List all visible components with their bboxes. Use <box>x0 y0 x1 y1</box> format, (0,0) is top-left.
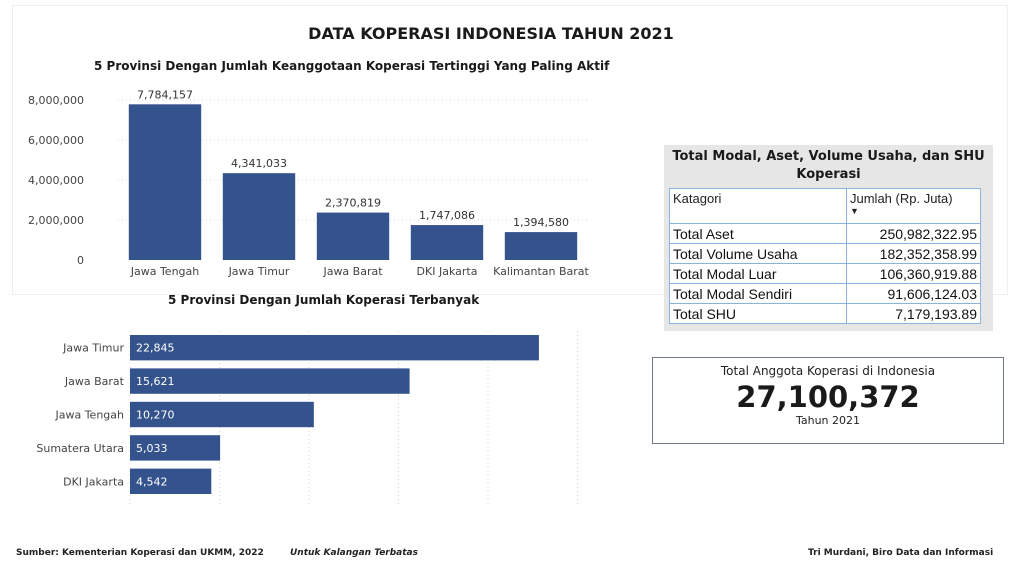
row-value: 106,360,919.88 <box>846 263 981 284</box>
cooperatives-chart-title: 5 Provinsi Dengan Jumlah Koperasi Terban… <box>168 293 480 307</box>
table-header-row: Katagori Jumlah (Rp. Juta) ▼ <box>669 188 981 224</box>
row-label: Total Modal Luar <box>669 263 847 284</box>
cooperatives-bar-chart: 22,845 Jawa Timur 15,621 Jawa Barat 10,270 Ja… <box>36 331 578 506</box>
column-header-category[interactable]: Katagori <box>669 188 847 224</box>
bar <box>504 232 578 260</box>
data-label: 22,845 <box>136 342 175 355</box>
table-row: Total Modal Sendiri 91,606,124.03 <box>669 283 981 304</box>
summary-table-title: Total Modal, Aset, Volume Usaha, dan SHU… <box>672 149 985 182</box>
kpi-value: 27,100,372 <box>736 380 920 414</box>
x-tick-label: Jawa Timur <box>228 265 290 278</box>
membership-bar-chart: 0 2,000,000 4,000,000 6,000,000 8,000,000 7,7… <box>28 88 590 278</box>
kpi-subtitle: Tahun 2021 <box>795 414 861 427</box>
data-label: 10,270 <box>136 409 175 422</box>
y-tick-label: 8,000,000 <box>28 94 84 107</box>
column-header-amount[interactable]: Jumlah (Rp. Juta) ▼ <box>846 188 981 224</box>
y-tick-label: Jawa Tengah <box>54 409 124 422</box>
data-label: 1,747,086 <box>419 209 475 222</box>
x-tick-label: Jawa Tengah <box>130 265 200 278</box>
bar <box>130 435 221 461</box>
row-label: Total Volume Usaha <box>669 243 847 264</box>
bar <box>130 335 539 361</box>
x-tick-label: Jawa Barat <box>322 265 383 278</box>
row-value: 91,606,124.03 <box>846 283 981 304</box>
data-label: 5,033 <box>136 442 168 455</box>
summary-table-card: Total Modal, Aset, Volume Usaha, dan SHU… <box>664 145 993 331</box>
table-row: Total Volume Usaha 182,352,358.99 <box>669 243 981 264</box>
kpi-label: Total Anggota Koperasi di Indonesia <box>720 364 936 378</box>
y-tick-label: 0 <box>77 254 84 267</box>
y-tick-label: 4,000,000 <box>28 174 84 187</box>
footer-source: Sumber: Kementerian Koperasi dan UKMM, 2… <box>16 548 264 558</box>
x-tick-label: DKI Jakarta <box>417 265 478 278</box>
row-label: Total SHU <box>669 303 847 324</box>
y-tick-label: 6,000,000 <box>28 134 84 147</box>
data-label: 4,542 <box>136 475 168 488</box>
x-tick-label: Kalimantan Barat <box>493 265 589 278</box>
y-tick-label: Sumatera Utara <box>36 442 124 455</box>
data-label: 15,621 <box>136 375 175 388</box>
table-row: Total Modal Luar 106,360,919.88 <box>669 263 981 284</box>
membership-chart-title: 5 Provinsi Dengan Jumlah Keanggotaan Kop… <box>94 59 610 73</box>
y-tick-label: Jawa Barat <box>64 375 125 388</box>
page-title: DATA KOPERASI INDONESIA TAHUN 2021 <box>308 24 674 43</box>
data-label: 2,370,819 <box>325 197 381 210</box>
bar <box>130 401 314 428</box>
bar <box>410 225 484 260</box>
data-label: 7,784,157 <box>137 88 193 101</box>
bar <box>128 104 202 260</box>
footer-note: Untuk Kalangan Terbatas <box>290 548 418 558</box>
bar <box>316 212 390 260</box>
bar <box>130 468 212 494</box>
table-row: Total SHU 7,179,193.89 <box>669 303 981 324</box>
row-value: 182,352,358.99 <box>846 243 981 264</box>
row-label: Total Aset <box>669 223 847 244</box>
y-tick-label: 2,000,000 <box>28 214 84 227</box>
total-members-card: Total Anggota Koperasi di Indonesia 27,1… <box>652 357 1004 444</box>
row-label: Total Modal Sendiri <box>669 283 847 304</box>
data-label: 1,394,580 <box>513 216 569 229</box>
row-value: 250,982,322.95 <box>846 223 981 244</box>
y-tick-label: Jawa Timur <box>62 342 124 355</box>
table-row: Total Aset 250,982,322.95 <box>669 223 981 244</box>
footer-author: Tri Murdani, Biro Data dan Informasi <box>808 548 994 558</box>
bar <box>222 173 296 260</box>
bar <box>130 368 410 394</box>
y-tick-label: DKI Jakarta <box>63 475 124 488</box>
sort-descending-icon[interactable]: ▼ <box>850 206 859 216</box>
row-value: 7,179,193.89 <box>846 303 981 324</box>
summary-table: Katagori Jumlah (Rp. Juta) ▼ Total Aset 2… <box>669 188 981 324</box>
data-label: 4,341,033 <box>231 157 287 170</box>
